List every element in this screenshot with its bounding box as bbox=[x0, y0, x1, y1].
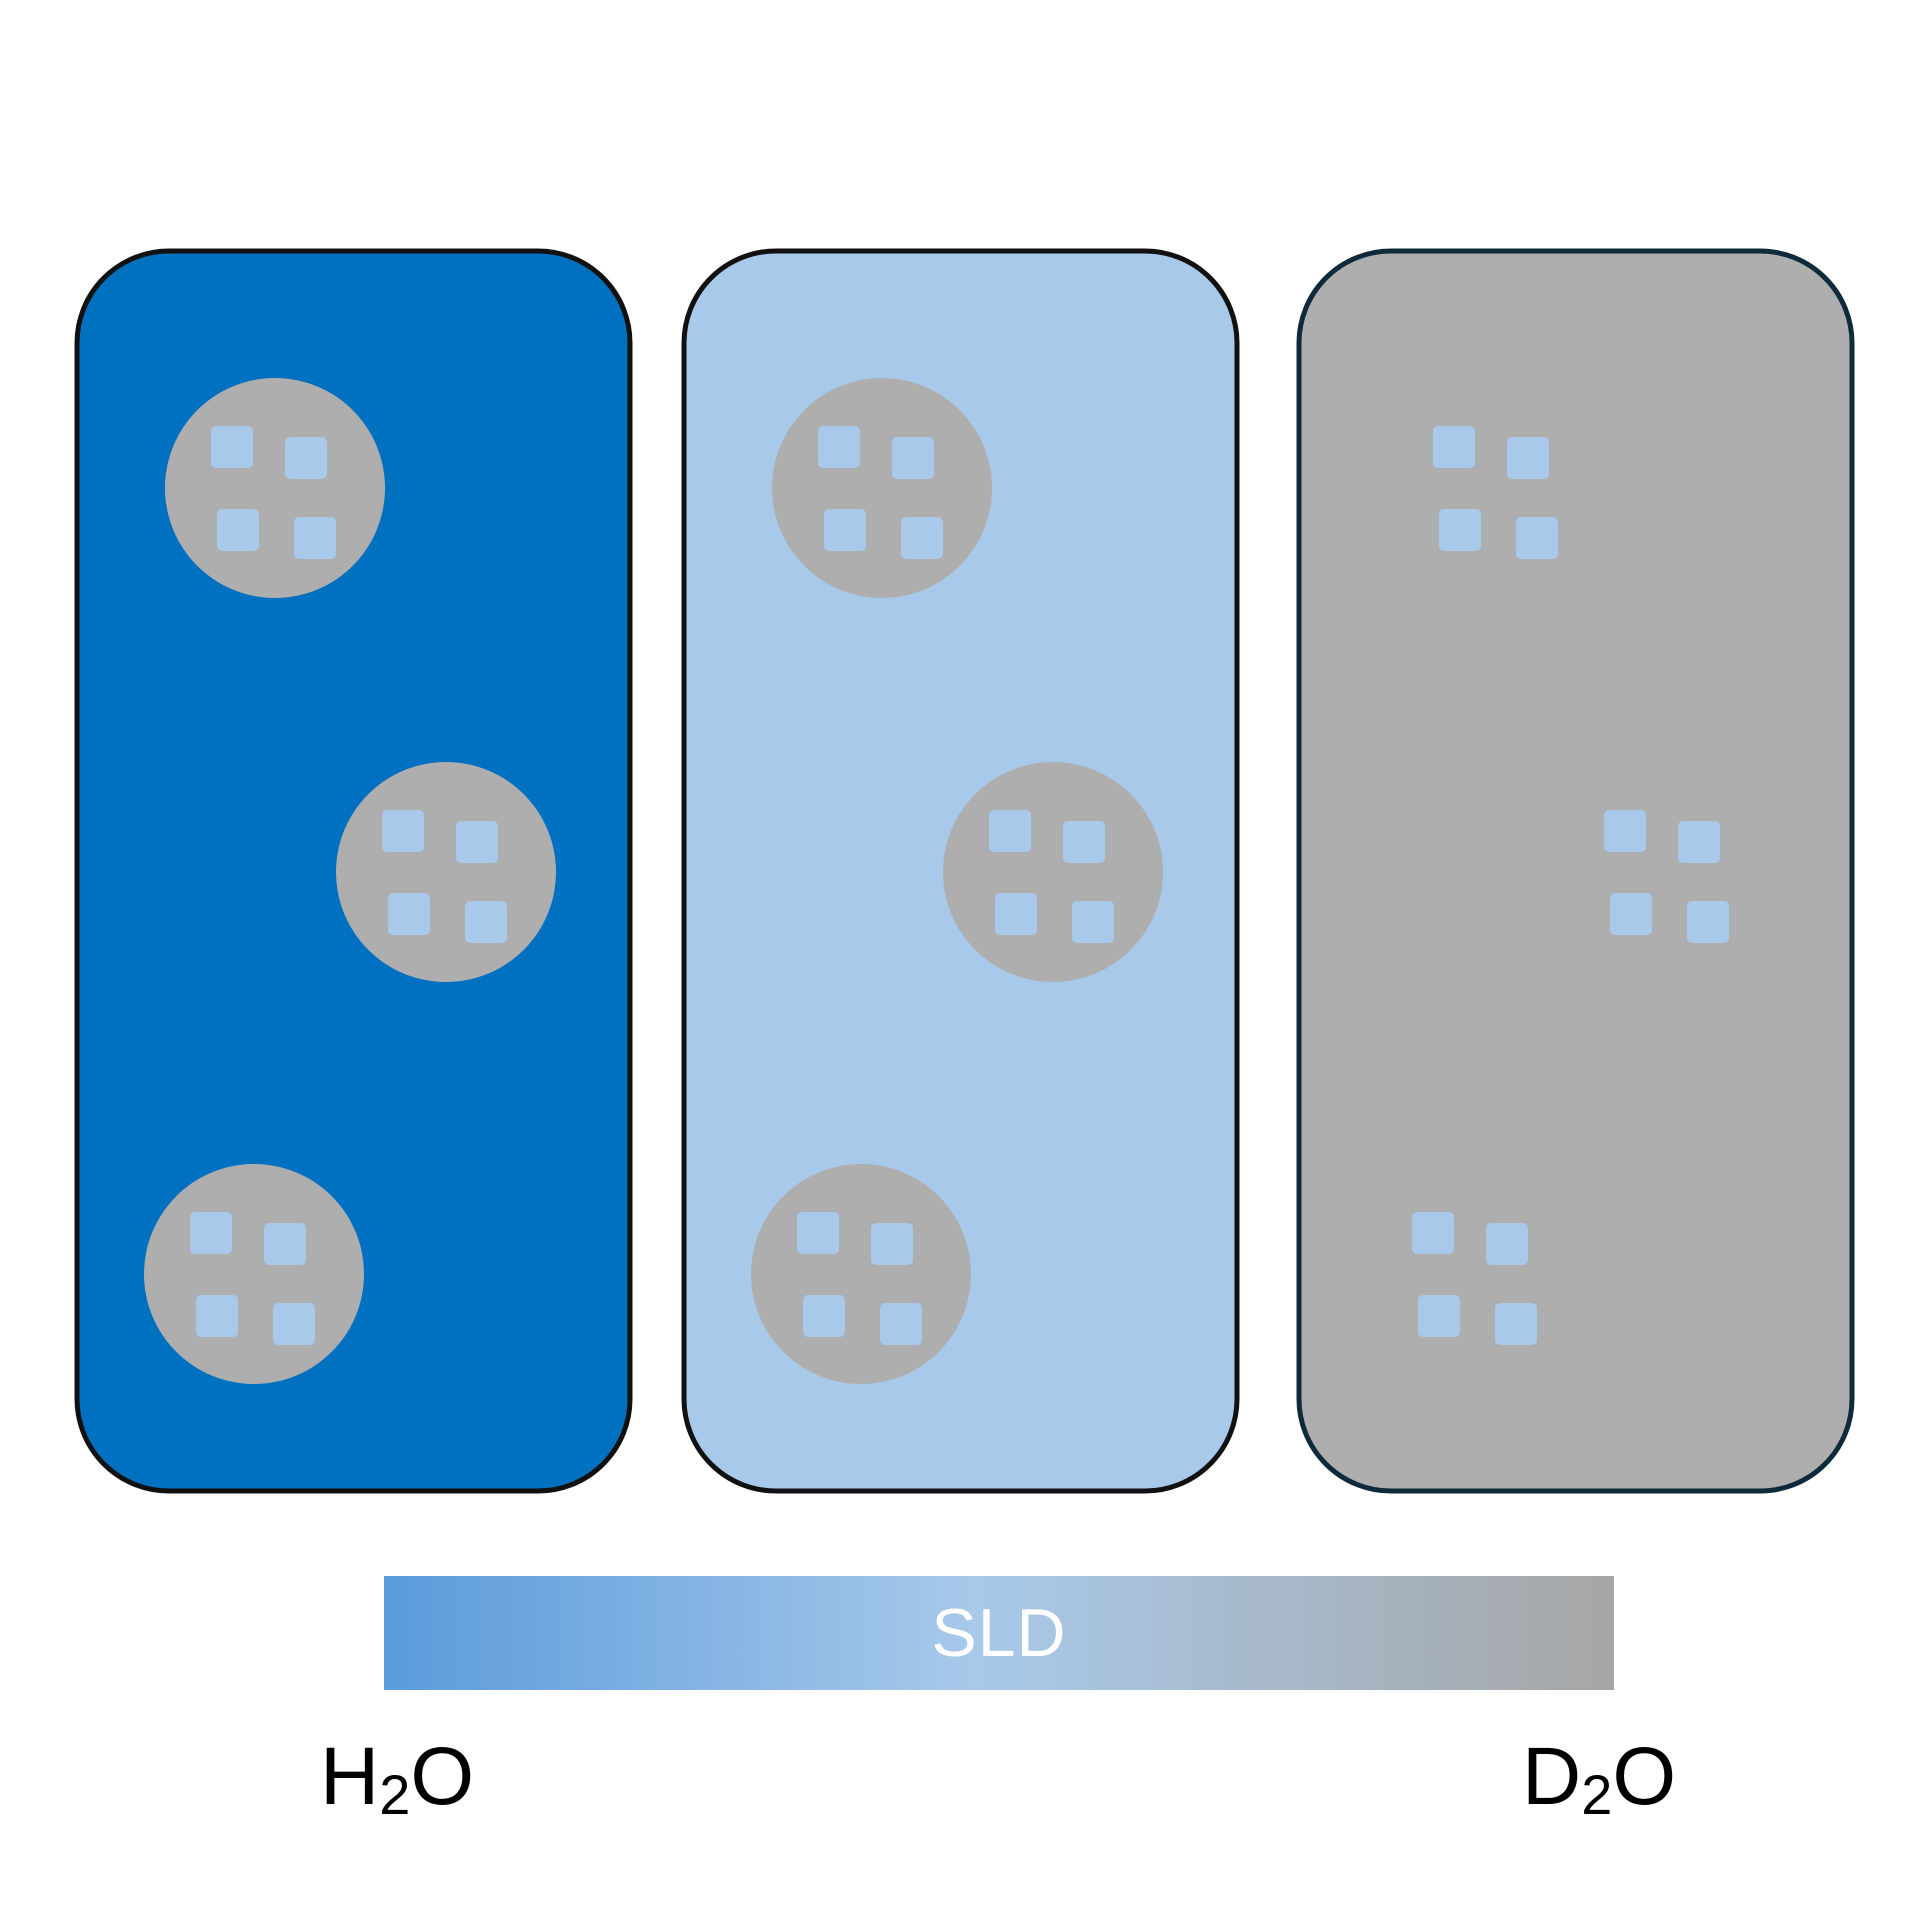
particle-core-square bbox=[217, 509, 259, 551]
particle-core-square bbox=[901, 517, 943, 559]
particle bbox=[336, 762, 556, 982]
particle-shell bbox=[751, 1164, 971, 1384]
h2o-label: H2O bbox=[320, 1736, 474, 1823]
mixture-panel bbox=[681, 248, 1240, 1494]
particle-core-square bbox=[989, 810, 1031, 852]
sld-gradient-bar: SLD bbox=[384, 1576, 1614, 1690]
particle bbox=[144, 1164, 364, 1384]
particle-core-square bbox=[1412, 1212, 1454, 1254]
particle-core-square bbox=[264, 1223, 306, 1265]
d2o-label: D2O bbox=[1522, 1736, 1676, 1823]
particle-core-square bbox=[1610, 893, 1652, 935]
particle-core-square bbox=[1418, 1295, 1460, 1337]
particle-core-square bbox=[1072, 901, 1114, 943]
particle-core-square bbox=[803, 1295, 845, 1337]
particle-core-square bbox=[880, 1303, 922, 1345]
particle-core-square bbox=[1678, 821, 1720, 863]
particle-core-square bbox=[382, 810, 424, 852]
particle-core-square bbox=[892, 437, 934, 479]
particle-core-square bbox=[190, 1212, 232, 1254]
particle-shell bbox=[772, 378, 992, 598]
particle-core-square bbox=[995, 893, 1037, 935]
particle bbox=[772, 378, 992, 598]
particle bbox=[165, 378, 385, 598]
particle-core-square bbox=[1516, 517, 1558, 559]
sld-label: SLD bbox=[931, 1595, 1067, 1671]
particle bbox=[1412, 1212, 1537, 1345]
particle-core-square bbox=[1687, 901, 1729, 943]
particle bbox=[1604, 810, 1729, 943]
particle-core-square bbox=[273, 1303, 315, 1345]
particle-core-square bbox=[797, 1212, 839, 1254]
particle-core-square bbox=[285, 437, 327, 479]
h2o-label-main: H bbox=[320, 1731, 380, 1822]
particle-core-square bbox=[1486, 1223, 1528, 1265]
h2o-panel bbox=[74, 248, 633, 1494]
particle-core-square bbox=[211, 426, 253, 468]
particle-shell bbox=[336, 762, 556, 982]
d2o-panel-background bbox=[1296, 248, 1855, 1494]
particle-core-square bbox=[196, 1295, 238, 1337]
particle-core-square bbox=[1433, 426, 1475, 468]
particle-core-square bbox=[1495, 1303, 1537, 1345]
d2o-label-tail: O bbox=[1612, 1731, 1677, 1822]
particle-core-square bbox=[294, 517, 336, 559]
d2o-label-main: D bbox=[1522, 1731, 1582, 1822]
particle-core-square bbox=[1063, 821, 1105, 863]
h2o-label-tail: O bbox=[410, 1731, 475, 1822]
d2o-panel bbox=[1296, 248, 1855, 1494]
particle-core-square bbox=[388, 893, 430, 935]
particle-shell bbox=[943, 762, 1163, 982]
particle bbox=[1433, 426, 1558, 559]
particle-core-square bbox=[1507, 437, 1549, 479]
solvent-panels bbox=[74, 248, 1855, 1494]
particle-shell bbox=[165, 378, 385, 598]
d2o-label-subscript: 2 bbox=[1581, 1763, 1613, 1826]
particle bbox=[943, 762, 1163, 982]
particle-core-square bbox=[871, 1223, 913, 1265]
h2o-label-subscript: 2 bbox=[379, 1763, 411, 1826]
particle-core-square bbox=[818, 426, 860, 468]
particle-core-square bbox=[465, 901, 507, 943]
particle bbox=[751, 1164, 971, 1384]
particle-shell bbox=[144, 1164, 364, 1384]
particle-core-square bbox=[456, 821, 498, 863]
particle-core-square bbox=[1439, 509, 1481, 551]
particle-core-square bbox=[1604, 810, 1646, 852]
particle-core-square bbox=[824, 509, 866, 551]
